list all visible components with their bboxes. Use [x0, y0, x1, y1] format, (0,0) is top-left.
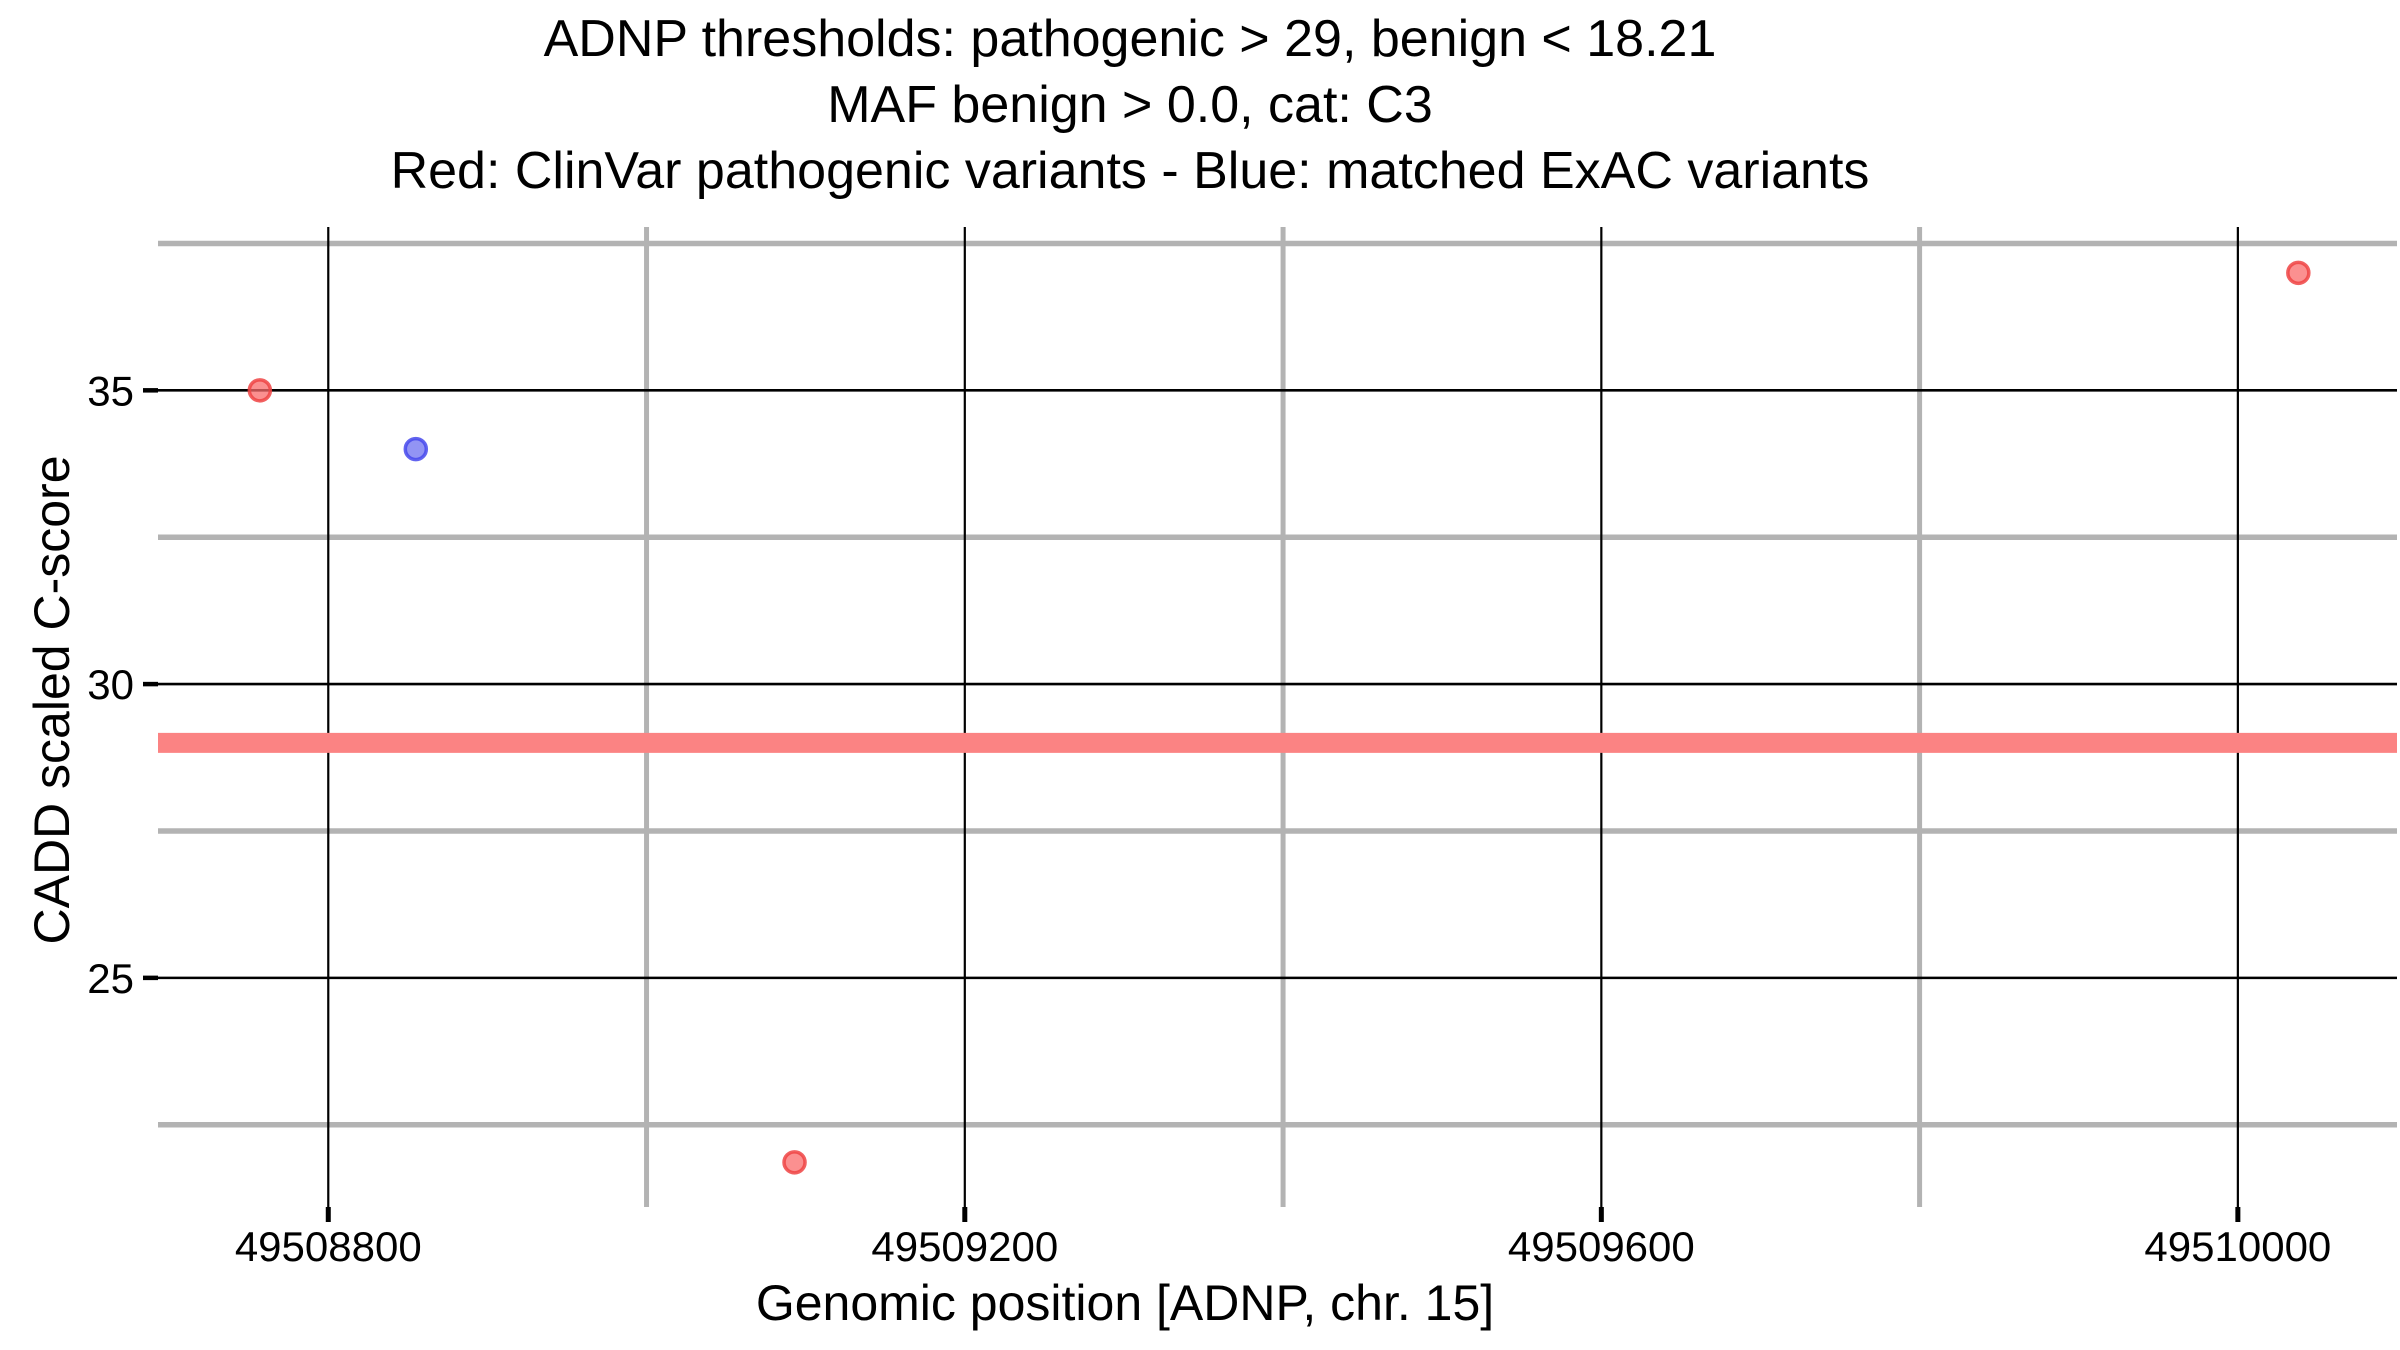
x-tick-label: 49508800	[235, 1223, 422, 1270]
y-tick-label: 30	[87, 661, 134, 708]
x-axis-title: Genomic position [ADNP, chr. 15]	[755, 1275, 1495, 1331]
title-line-3: Red: ClinVar pathogenic variants - Blue:…	[390, 142, 1870, 200]
title-line-2: MAF benign > 0.0, cat: C3	[827, 76, 1433, 134]
exac-matched-point	[403, 436, 429, 462]
clinvar-pathogenic-point	[247, 378, 273, 403]
x-tick-label: 49510000	[2144, 1223, 2331, 1270]
x-tick-label: 49509600	[1508, 1223, 1695, 1270]
clinvar-pathogenic-point	[2286, 260, 2311, 286]
y-tick-label: 25	[87, 955, 134, 1002]
x-tick-label: 49509200	[871, 1223, 1058, 1270]
title-line-1: ADNP thresholds: pathogenic > 29, benign…	[543, 10, 1717, 68]
chart-title: ADNP thresholds: pathogenic > 29, benign…	[0, 6, 2260, 204]
clinvar-pathogenic-point	[782, 1150, 807, 1175]
y-tick-label: 35	[87, 367, 134, 414]
